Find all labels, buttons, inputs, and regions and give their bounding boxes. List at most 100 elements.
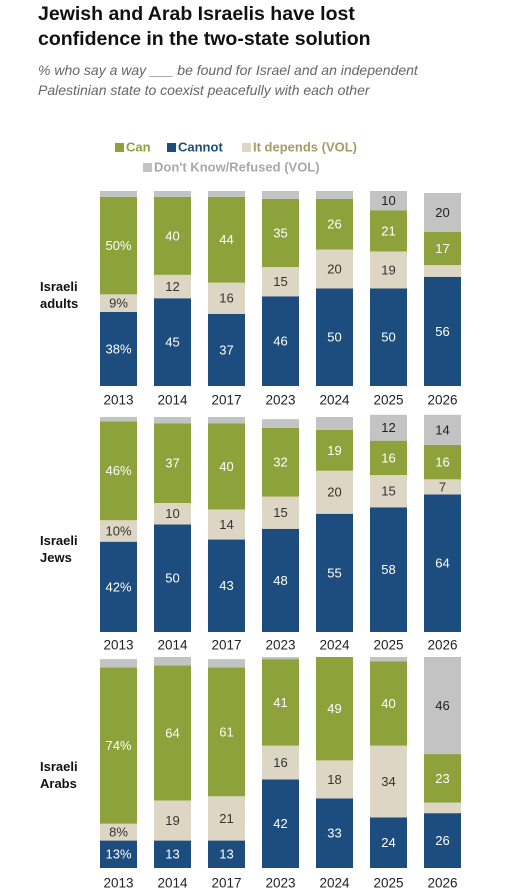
bar-segment [370, 440, 407, 476]
data-label: 40 [381, 696, 395, 711]
x-tick-label: 2013 [103, 876, 133, 891]
bar-segment [100, 196, 137, 295]
bar-segment [424, 192, 461, 232]
data-label: 33 [327, 826, 341, 841]
x-tick-label: 2023 [265, 638, 295, 653]
data-label: 16 [219, 291, 233, 306]
legend-swatch [167, 143, 176, 152]
bar-segment [262, 496, 299, 529]
data-label: 24 [381, 835, 395, 850]
bar-segment [370, 210, 407, 252]
bar-segment [208, 796, 245, 841]
bar-segment [154, 274, 191, 299]
data-label: 16 [273, 755, 287, 770]
bar-segment [100, 823, 137, 841]
bar-segment [100, 541, 137, 632]
bar-segment [424, 414, 461, 445]
bar-segment [424, 479, 461, 495]
data-label: 34 [381, 774, 395, 789]
data-label: 21 [381, 223, 395, 238]
bar-segment [208, 659, 245, 668]
legend-swatch [115, 143, 124, 152]
x-tick-label: 2024 [319, 876, 350, 891]
x-tick-label: 2026 [427, 393, 457, 408]
bar-segment [424, 444, 461, 480]
bar-segment [316, 191, 353, 199]
x-tick-label: 2017 [211, 393, 241, 408]
bar-segment [316, 198, 353, 250]
data-label: 13 [219, 847, 233, 862]
bar-segment [154, 524, 191, 632]
x-tick-label: 2026 [427, 638, 457, 653]
data-label: 19 [381, 262, 395, 277]
panel-label: Israeli Jews [40, 533, 78, 565]
data-label: 50 [327, 330, 341, 345]
data-label: 17 [435, 241, 449, 256]
data-label: 38% [105, 341, 131, 356]
bar-segment [316, 470, 353, 514]
data-label: 40 [165, 228, 179, 243]
data-label: 10 [381, 193, 395, 208]
bar-segment [100, 417, 137, 422]
data-label: 48 [273, 573, 287, 588]
bar-segment [100, 667, 137, 824]
bar-segment [208, 840, 245, 868]
bar-segment [262, 659, 299, 746]
panel-label: Israeli adults [40, 279, 79, 311]
legend-label: Don't Know/Refused (VOL) [154, 159, 320, 174]
data-label: 15 [273, 505, 287, 520]
x-tick-label: 2014 [157, 876, 188, 891]
data-label: 37 [165, 456, 179, 471]
bar-segment [262, 296, 299, 386]
bar-segment [154, 423, 191, 503]
bar-segment [154, 417, 191, 424]
chart-subtitle: % who say a way ___ be found for Israel … [38, 62, 418, 98]
bar-segment [316, 513, 353, 632]
bar-segment [262, 191, 299, 199]
data-label: 45 [165, 335, 179, 350]
x-tick-label: 2013 [103, 393, 133, 408]
bar-segment [370, 507, 407, 632]
chart-title: Jewish and Arab Israelis have lost confi… [38, 3, 371, 50]
data-label: 7 [439, 479, 446, 494]
bar-segment [208, 313, 245, 386]
data-label: 19 [327, 443, 341, 458]
bar-segment [316, 760, 353, 799]
bar-segment [316, 249, 353, 289]
data-label: 61 [219, 724, 233, 739]
data-label: 20 [327, 485, 341, 500]
bar-segment [154, 503, 191, 525]
data-label: 14 [435, 422, 449, 437]
x-tick-label: 2023 [265, 876, 295, 891]
legend-label: It depends (VOL) [253, 139, 357, 154]
bar-segment [100, 659, 137, 668]
bar-segment [424, 754, 461, 803]
data-label: 50 [381, 330, 395, 345]
bar-segment [424, 494, 461, 632]
bar-segment [208, 509, 245, 540]
bar-segment [370, 251, 407, 289]
x-tick-label: 2013 [103, 638, 133, 653]
bar-segment [208, 191, 245, 197]
x-tick-label: 2017 [211, 876, 241, 891]
data-label: 74% [105, 738, 131, 753]
data-label: 64 [165, 725, 179, 740]
data-label: 13 [165, 847, 179, 862]
bar-segment [154, 800, 191, 841]
data-label: 18 [327, 772, 341, 787]
bar-segment [154, 657, 191, 666]
bar-segment [154, 191, 191, 197]
bar-segment [100, 840, 137, 868]
data-label: 42% [105, 579, 131, 594]
bar-segment [208, 539, 245, 632]
x-tick-label: 2017 [211, 638, 241, 653]
data-label: 20 [435, 205, 449, 220]
bar-segment [100, 191, 137, 197]
data-label: 55 [327, 565, 341, 580]
bar-segment [208, 282, 245, 314]
bar-segment [100, 311, 137, 386]
data-label: 44 [219, 232, 233, 247]
data-label: 15 [381, 484, 395, 499]
data-label: 41 [273, 695, 287, 710]
bar-segment [424, 657, 461, 755]
